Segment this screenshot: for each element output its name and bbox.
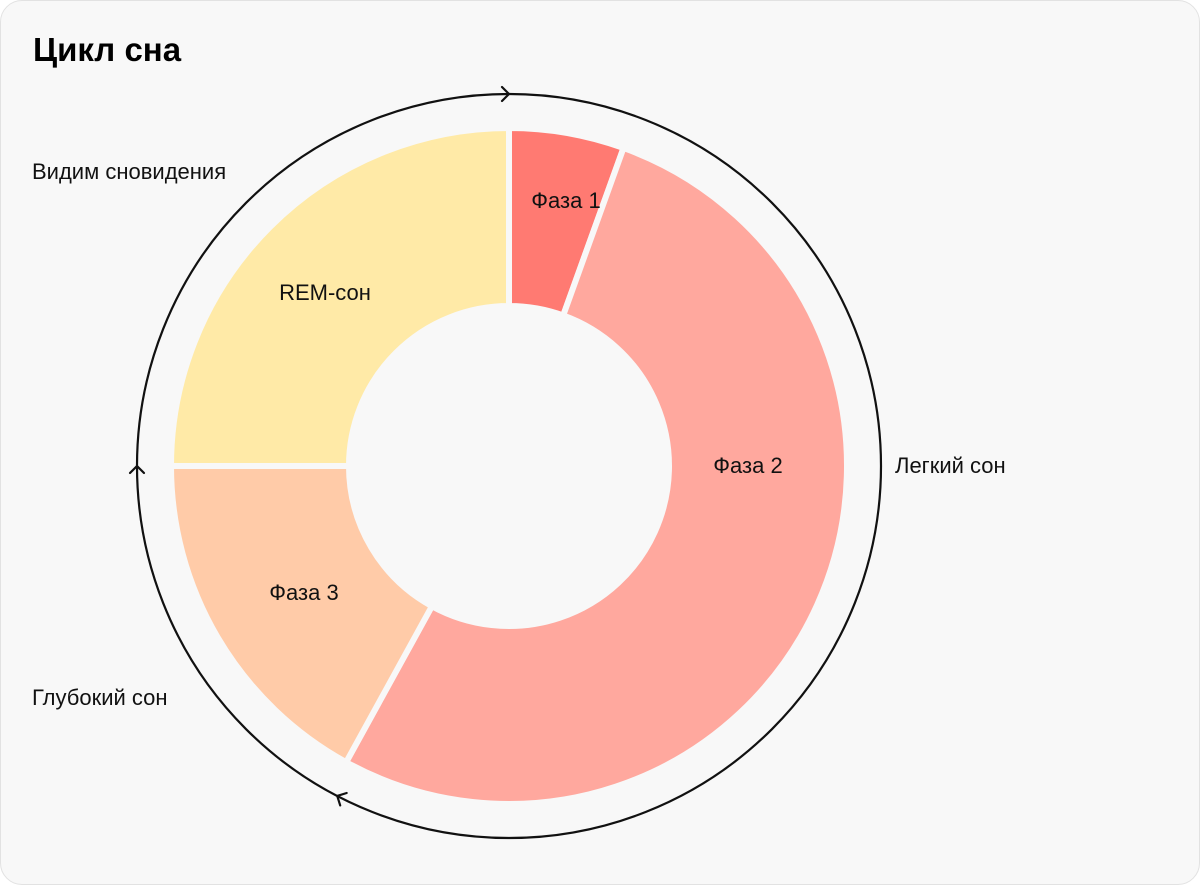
cycle-arrow [128,85,883,840]
cycle-arrowhead-left [128,464,146,475]
cycle-arrowhead-bottom [336,791,348,807]
slice-3 [167,463,436,767]
slice-label-1: Фаза 1 [531,188,600,213]
slice-4 [167,124,512,469]
slice-2 [342,144,850,807]
chart-title: Цикл сна [33,31,182,68]
slice-labels: Фаза 1 Фаза 2 Фаза 3 REM-сон [269,188,782,605]
annotation-глубокий-сон: Глубокий сон [32,685,168,710]
slice-label-4: REM-сон [279,280,371,305]
annotation-легкий-сон: Легкий сон [895,453,1006,478]
annotation-labels: Легкий сон Глубокий сон Видим сновидения [32,159,1006,710]
cycle-arrowhead-top [500,85,511,103]
slice-label-2: Фаза 2 [713,453,782,478]
slice-label-3: Фаза 3 [269,580,338,605]
annotation-видим-сновидения: Видим сновидения [32,159,226,184]
donut-slices [167,124,850,807]
